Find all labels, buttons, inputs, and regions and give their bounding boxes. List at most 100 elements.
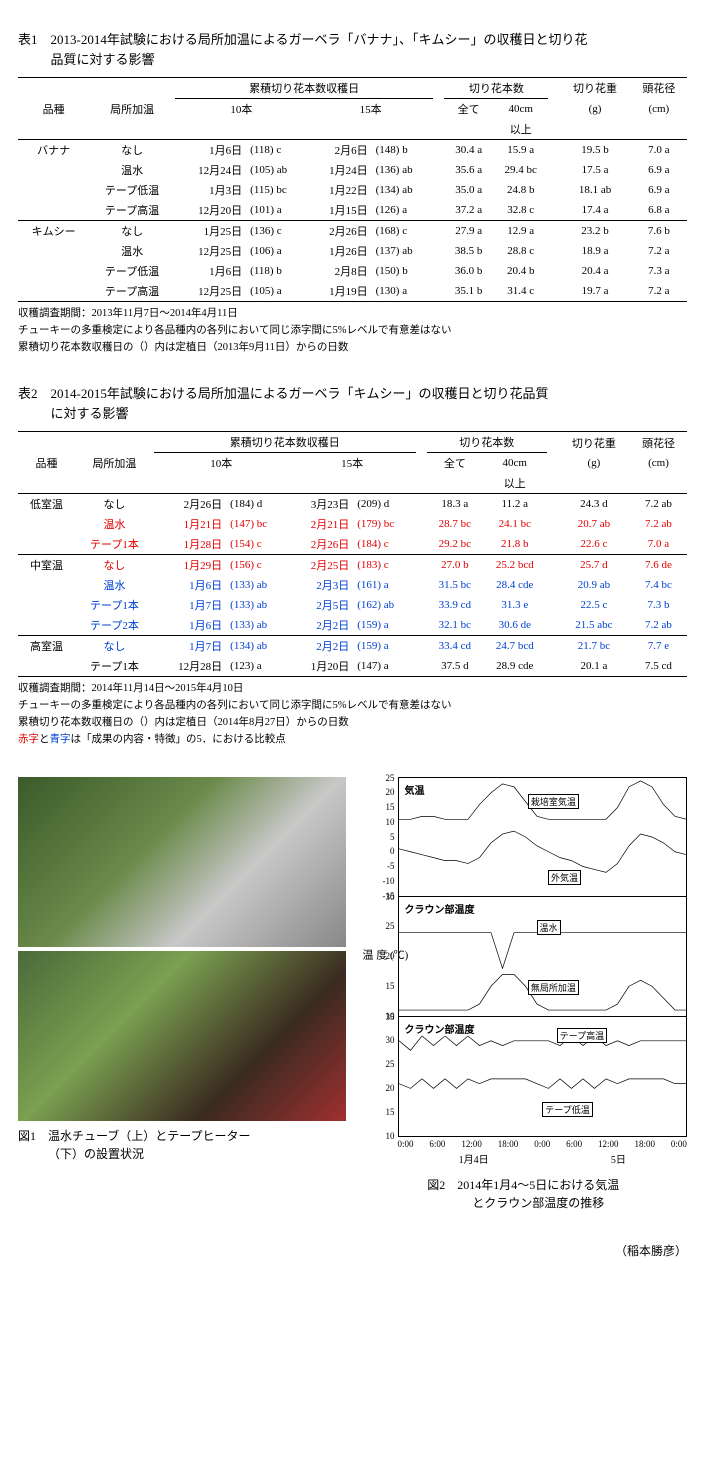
cell: 31.4 c	[493, 281, 548, 302]
fig2-caption: 図2 2014年1月4～5日における気温 とクラウン部温度の推移	[360, 1176, 688, 1212]
table-row: テープ2本1月6日(133) ab2月2日(159) a32.1 bc30.6 …	[18, 615, 687, 636]
cell: 24.3 d	[558, 494, 630, 515]
table1-caption-l2: 品質に対する影響	[18, 50, 687, 70]
series-label: 無局所加温	[528, 980, 579, 995]
cell: 中室温	[18, 555, 75, 576]
th-wt: 切り花重	[559, 78, 630, 99]
x-day: 1月4日	[459, 1151, 489, 1166]
cell: 1月22日	[308, 180, 372, 200]
th-cm: (cm)	[631, 99, 687, 120]
cell: テープ2本	[75, 615, 154, 636]
x-days: 1月4日5日	[398, 1151, 688, 1166]
cell: 36.0 b	[444, 261, 493, 281]
note-line: 収穫調査期間：2014年11月14日～2015年4月10日	[18, 681, 687, 698]
cell: 高室温	[18, 636, 75, 657]
cell	[433, 241, 444, 261]
table-row: テープ1本12月28日(123) a1月20日(147) a37.5 d28.9…	[18, 656, 687, 677]
fig1-cap-l1: 図1 温水チューブ（上）とテープヒーター	[18, 1129, 251, 1143]
table1: 品種 局所加温 累積切り花本数収穫日 切り花本数 切り花重 頭花径 10本 15…	[18, 77, 687, 302]
table-row: キムシーなし1月25日(136) c2月26日(168) c27.9 a12.9…	[18, 221, 687, 242]
cell: 28.8 c	[493, 241, 548, 261]
cell: 24.7 bcd	[483, 636, 547, 657]
cell: なし	[75, 555, 154, 576]
cell: テープ高温	[89, 200, 175, 221]
table2-caption-l1: 表2 2014-2015年試験における局所加温によるガーベラ「キムシー」の収穫日…	[18, 386, 548, 401]
th-kyokusho: 局所加温	[89, 78, 175, 140]
cell: (136) ab	[372, 160, 434, 180]
fig2-cap-l1: 図2 2014年1月4～5日における気温	[427, 1178, 619, 1192]
cell: (105) a	[246, 281, 308, 302]
cell: 33.4 cd	[427, 636, 483, 657]
cell: (105) ab	[246, 160, 308, 180]
cell: 1月6日	[154, 575, 226, 595]
table-row: 温水1月6日(133) ab2月3日(161) a31.5 bc28.4 cde…	[18, 575, 687, 595]
series-label: 栽培室気温	[528, 794, 579, 809]
cell: 7.3 b	[630, 595, 687, 615]
th2-dia: 頭花径	[630, 432, 687, 453]
cell: 30.6 de	[483, 615, 547, 636]
th2-ijo: 以上	[483, 473, 547, 494]
cell: 21.8 b	[483, 534, 547, 555]
cell: 7.2 ab	[630, 494, 687, 515]
cell: 1月7日	[154, 636, 226, 657]
cell: 7.2 ab	[630, 615, 687, 636]
table-row: テープ1本1月7日(133) ab2月5日(162) ab33.9 cd31.3…	[18, 595, 687, 615]
cell: 1月6日	[175, 140, 246, 161]
th-all: 全て	[444, 99, 493, 120]
cell: 7.5 cd	[630, 656, 687, 677]
y-tick: 15	[375, 1107, 395, 1117]
table-row: テープ低温1月6日(118) b2月8日(150) b36.0 b20.4 b2…	[18, 261, 687, 281]
cell: 20.4 a	[559, 261, 630, 281]
cell: 27.0 b	[427, 555, 483, 576]
cell: (147) a	[353, 656, 415, 677]
cell: 25.7 d	[558, 555, 630, 576]
cell: テープ低温	[89, 261, 175, 281]
cell: テープ1本	[75, 656, 154, 677]
fig1-photo-top	[18, 777, 346, 947]
cell: 12.9 a	[493, 221, 548, 242]
x-tick: 12:00	[598, 1139, 619, 1149]
cell: (147) bc	[226, 514, 288, 534]
table1-notes: 収穫調査期間：2013年11月7日～2014年4月11日チューキーの多重検定によ…	[18, 306, 687, 356]
cell: 21.7 bc	[558, 636, 630, 657]
cell: 12月25日	[175, 241, 246, 261]
author: （稲本勝彦）	[18, 1242, 687, 1259]
cell: (159) a	[353, 636, 415, 657]
cell: 17.4 a	[559, 200, 630, 221]
th2-wt: 切り花重	[558, 432, 630, 453]
cell	[433, 281, 444, 302]
cell: キムシー	[18, 221, 89, 242]
cell: 12月28日	[154, 656, 226, 677]
cell: 37.5 d	[427, 656, 483, 677]
cell	[433, 261, 444, 281]
x-tick: 6:00	[429, 1139, 445, 1149]
x-tick: 12:00	[461, 1139, 482, 1149]
cell: (134) ab	[372, 180, 434, 200]
th-g: (g)	[559, 99, 630, 120]
cell: 31.3 e	[483, 595, 547, 615]
x-tick: 0:00	[671, 1139, 687, 1149]
table-row: テープ高温12月20日(101) a1月15日(126) a37.2 a32.8…	[18, 200, 687, 221]
chart-panel-air-temp: 気温 -15-10-50510152025栽培室気温外気温	[398, 777, 688, 897]
cell	[416, 534, 427, 555]
cell: 2月2日	[289, 615, 354, 636]
cell: (150) b	[372, 261, 434, 281]
y-tick: 20	[375, 1083, 395, 1093]
cell	[548, 180, 559, 200]
cell: 7.3 a	[631, 261, 687, 281]
table-row: 低室温なし2月26日(184) d3月23日(209) d18.3 a11.2 …	[18, 494, 687, 515]
cell: 7.0 a	[630, 534, 687, 555]
cell: 1月6日	[175, 261, 246, 281]
cell: 30.4 a	[444, 140, 493, 161]
x-tick: 0:00	[398, 1139, 414, 1149]
cell: 19.5 b	[559, 140, 630, 161]
cell: 18.3 a	[427, 494, 483, 515]
cell: 22.5 c	[558, 595, 630, 615]
th-ijo: 以上	[493, 119, 548, 140]
y-tick: 35	[375, 1012, 395, 1022]
cell: 1月26日	[308, 241, 372, 261]
cell	[433, 180, 444, 200]
th2-cm: (cm)	[630, 453, 687, 474]
cell: 31.5 bc	[427, 575, 483, 595]
fig1-col: 図1 温水チューブ（上）とテープヒーター （下）の設置状況	[18, 777, 346, 1212]
